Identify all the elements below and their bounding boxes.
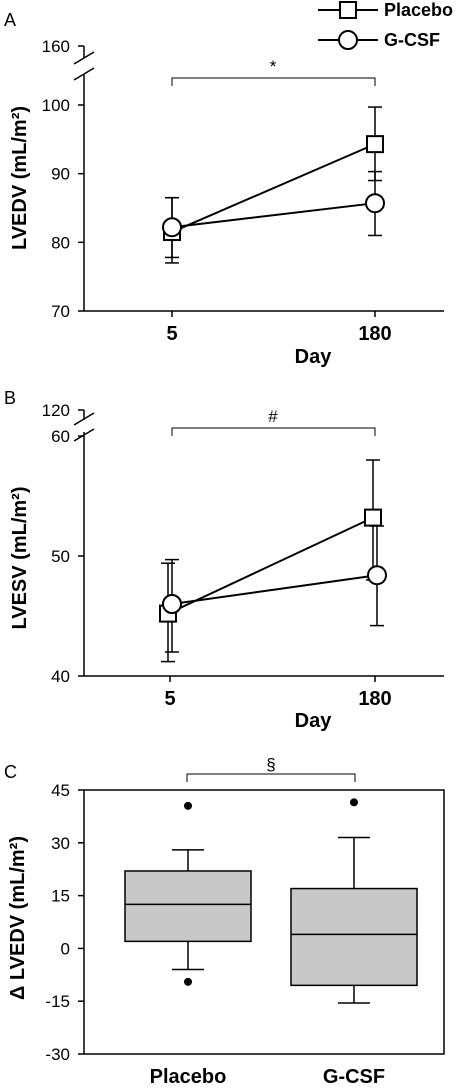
- plot-area: [124, 798, 418, 1004]
- y-tick-label: 100: [42, 96, 70, 115]
- significance-marker: *: [270, 57, 277, 76]
- x-ticks: 5 180: [166, 311, 392, 345]
- data-point-g-csf: [365, 193, 385, 214]
- y-axis-title: Δ LVEDV (mL/m²): [7, 836, 29, 1000]
- plot-area: [159, 459, 387, 663]
- y-tick-label: 50: [51, 547, 70, 566]
- y-tick-label: 80: [51, 233, 70, 252]
- panel-c-label: C: [4, 762, 17, 782]
- y-tick-label: 70: [51, 302, 70, 321]
- y-tick-label: 45: [51, 781, 70, 800]
- outlier-point-placebo: [184, 977, 192, 986]
- y-tick-label: 90: [51, 165, 70, 184]
- x-tick-label: 5: [166, 323, 177, 345]
- legend-marker-placebo: [339, 1, 357, 19]
- x-axis-title: Day: [295, 710, 333, 732]
- x-tick-label: 180: [358, 688, 391, 710]
- y-tick-label: -15: [45, 992, 70, 1011]
- panel-b: B 120 40 50 60 5 180 Day LVESV (mL/m²) #: [4, 388, 444, 732]
- series-line-placebo: [171, 143, 376, 233]
- outlier-point-g-csf: [350, 798, 358, 807]
- series-line-g-csf: [171, 574, 378, 605]
- significance-marker: §: [266, 755, 275, 774]
- significance-bracket: [171, 77, 376, 86]
- legend-label-gcsf: G-CSF: [384, 30, 440, 50]
- significance-bracket: [186, 773, 356, 782]
- x-tick-label: G-CSF: [323, 1066, 385, 1088]
- x-tick-labels: Placebo G-CSF: [150, 1066, 385, 1088]
- panel-a: A Placebo G-CSF 160 70 80 90 100 5 180 Day L…: [4, 0, 453, 368]
- y-tick-label: -30: [45, 1045, 70, 1064]
- outlier-point-placebo: [184, 801, 192, 810]
- legend-marker-gcsf: [338, 30, 358, 50]
- box-placebo: [124, 870, 252, 943]
- significance-bracket: [171, 427, 376, 436]
- axis-break-mark: [73, 51, 95, 81]
- x-tick-label: Placebo: [150, 1066, 227, 1088]
- data-point-g-csf: [367, 565, 387, 586]
- panel-c: C -30 -15 0 15 30 45 Placebo G-CSF Δ LVEDV (mL…: [4, 755, 445, 1088]
- series-line-placebo: [167, 516, 374, 615]
- y-axis-title: LVEDV (mL/m²): [9, 106, 31, 250]
- data-point-g-csf: [162, 217, 182, 238]
- data-point-g-csf: [162, 594, 182, 614]
- x-axis-title: Day: [295, 346, 333, 368]
- x-ticks: 5 180: [164, 676, 392, 710]
- legend: Placebo G-CSF: [318, 0, 453, 50]
- y-ticks: 70 80 90 100: [42, 96, 84, 321]
- y-tick-label: 15: [51, 887, 70, 906]
- data-point-placebo: [366, 135, 384, 154]
- y-tick-label: 30: [51, 834, 70, 853]
- plot-area: [162, 106, 385, 264]
- series-line-g-csf: [171, 202, 376, 229]
- box-g-csf: [290, 887, 418, 987]
- y-axis-title: LVESV (mL/m²): [9, 487, 31, 630]
- plot-frame: [83, 789, 445, 1055]
- y-tick-label-broken-upper: 160: [42, 37, 70, 56]
- axis-break-mark: [73, 412, 95, 442]
- legend-label-placebo: Placebo: [384, 0, 453, 20]
- y-tick-label: 60: [51, 427, 70, 446]
- x-tick-label: 5: [164, 688, 175, 710]
- y-tick-label-broken-upper: 120: [42, 401, 70, 420]
- panel-a-label: A: [4, 10, 16, 30]
- panel-b-label: B: [4, 388, 16, 408]
- y-tick-label: 0: [61, 939, 70, 958]
- significance-marker: #: [268, 407, 278, 426]
- data-point-placebo: [364, 508, 382, 527]
- y-tick-label: 40: [51, 667, 70, 686]
- y-ticks: 40 50 60: [51, 427, 84, 686]
- y-ticks: -30 -15 0 15 30 45: [45, 781, 84, 1064]
- x-tick-label: 180: [358, 323, 391, 345]
